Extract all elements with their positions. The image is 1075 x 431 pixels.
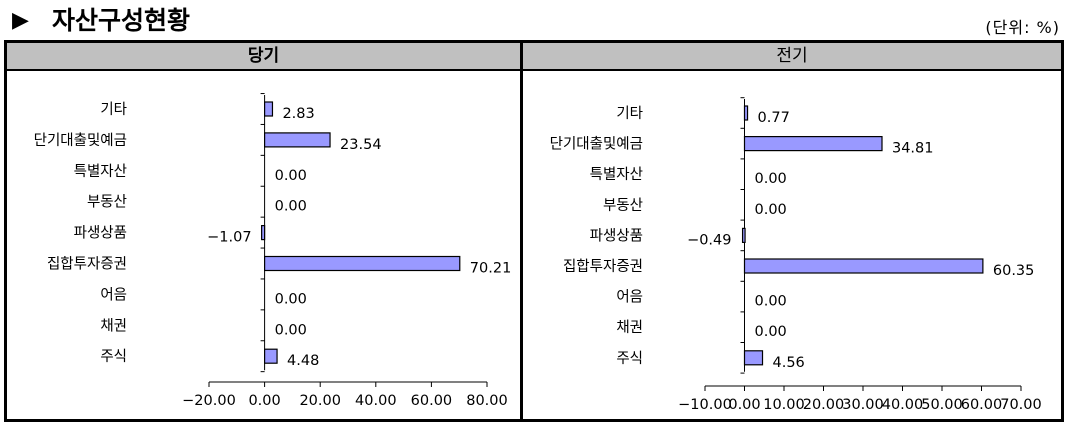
category-label: 집합투자증권	[47, 256, 127, 273]
title-row: ▶ 자산구성현황 (단위: %)	[12, 4, 1064, 38]
x-tick-label: 0.00	[728, 397, 760, 413]
x-tick-label: 50.00	[921, 397, 963, 413]
data-label: 2.83	[282, 106, 314, 122]
category-label: 단기대출및예금	[34, 132, 127, 149]
category-label: 파생상품	[590, 227, 643, 244]
category-label: 어음	[616, 289, 643, 306]
page-title: 자산구성현황	[52, 6, 191, 35]
bar-chart-current: −20.00 0.00 20.00 40.00 60.00 80.00 기타 2.83 단기대출…	[34, 93, 512, 409]
data-label: 0.77	[758, 110, 790, 126]
data-label: 0.00	[755, 294, 787, 310]
bar	[264, 101, 274, 117]
bar	[743, 350, 764, 366]
bar	[743, 105, 749, 121]
category-label: 채권	[616, 319, 643, 336]
category-label: 단기대출및예금	[550, 136, 643, 153]
data-label: 0.00	[275, 199, 307, 215]
x-tick-label: 20.00	[803, 397, 845, 413]
panel-divider	[520, 43, 523, 419]
category-label: 주식	[616, 350, 643, 367]
bar	[261, 225, 266, 241]
data-label: −0.49	[687, 232, 731, 248]
bar-chart-previous: −10.000.00 10.0020.0030.0040.0050.0060.00…	[550, 97, 1042, 413]
triangle-marker-icon: ▶	[12, 8, 29, 33]
x-tick-label: 60.00	[411, 393, 453, 409]
data-label: 0.00	[275, 291, 307, 307]
category-label: 집합투자증권	[563, 258, 643, 275]
category-label: 기타	[616, 105, 643, 122]
data-label: 60.35	[993, 263, 1035, 279]
panel-previous-period: 전기 −10.00 0.00 10.00 20.00 30.00 40.00 50.00 60…	[523, 43, 1061, 419]
category-label: 어음	[100, 286, 127, 303]
x-tick-label: 80.00	[466, 393, 508, 409]
data-label: 34.81	[892, 141, 934, 157]
data-label: 0.00	[275, 168, 307, 184]
bar	[264, 255, 461, 272]
x-tick-label: 0.00	[248, 393, 280, 409]
data-label: 23.54	[340, 137, 382, 153]
category-label: 특별자산	[590, 166, 643, 183]
panel-header-previous: 전기	[523, 43, 1061, 71]
category-label: 기타	[100, 101, 127, 118]
x-tick-label: 40.00	[882, 397, 924, 413]
bar	[264, 348, 278, 364]
panel-header-current: 당기	[7, 43, 520, 71]
data-label: 4.56	[773, 355, 805, 371]
bar	[741, 227, 746, 243]
data-label: 0.00	[755, 202, 787, 218]
data-label: 4.48	[287, 353, 319, 369]
category-label: 특별자산	[74, 163, 127, 180]
category-label: 부동산	[603, 197, 643, 214]
data-label: −1.07	[207, 230, 251, 246]
x-tick-label: 20.00	[299, 393, 341, 409]
x-tick-label: −20.00	[182, 393, 236, 409]
x-tick-label: 10.00	[763, 397, 805, 413]
data-label: 0.00	[755, 171, 787, 187]
x-tick-label: 60.00	[961, 397, 1003, 413]
category-label: 주식	[100, 348, 127, 365]
data-label: 0.00	[275, 322, 307, 338]
bar	[743, 258, 984, 274]
category-label: 채권	[100, 317, 127, 334]
panel-current-period: 당기 −20.00 0.00 20.00 40.00 60.00 80.00 기타 2.83 단…	[7, 43, 520, 419]
category-label: 파생상품	[74, 225, 127, 242]
data-label: 0.00	[755, 324, 787, 340]
chart-panels: 당기 −20.00 0.00 20.00 40.00 60.00 80.00 기타 2.83 단…	[4, 40, 1064, 422]
category-label: 부동산	[87, 194, 127, 211]
unit-label: (단위: %)	[985, 18, 1060, 37]
bar	[264, 132, 331, 148]
data-label: 70.21	[470, 261, 512, 277]
bar	[743, 135, 883, 152]
x-tick-label: 70.00	[1000, 397, 1042, 413]
x-tick-label: 30.00	[842, 397, 884, 413]
x-tick-label: −10.00	[678, 397, 732, 413]
x-tick-label: 40.00	[355, 393, 397, 409]
